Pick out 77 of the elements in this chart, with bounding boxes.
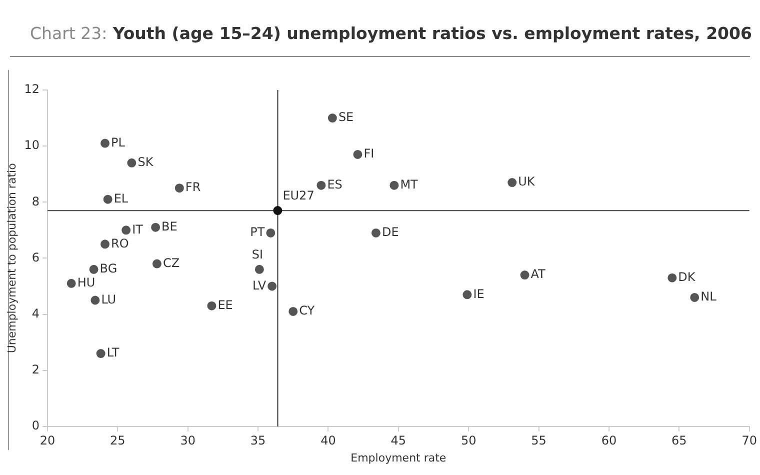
point: [273, 206, 282, 216]
data-label: ES: [327, 177, 342, 192]
point: [668, 273, 677, 282]
point: [174, 184, 184, 193]
point: [690, 292, 700, 302]
point: [89, 264, 98, 274]
point: [268, 282, 277, 291]
y-tick-label: 8: [32, 194, 40, 208]
data-label: IE: [473, 286, 484, 301]
point: [328, 114, 337, 123]
point: [288, 306, 298, 316]
y-tick-label: 0: [32, 418, 40, 433]
y-tick-label: 4: [32, 306, 40, 320]
x-tick-label: 35: [250, 434, 266, 448]
x-axis-title: Employment rate: [350, 451, 446, 464]
point: [462, 290, 472, 300]
point: [100, 240, 110, 249]
data-label: HU: [77, 276, 96, 290]
x-tick-label: 40: [320, 434, 336, 448]
point: [353, 150, 362, 159]
data-label: PL: [111, 135, 126, 150]
point: [66, 278, 76, 288]
data-label: PT: [250, 225, 266, 240]
data-label: AT: [530, 267, 546, 282]
data-label: IT: [132, 222, 144, 236]
point: [266, 228, 276, 238]
data-label: DK: [678, 270, 696, 284]
data-label: LV: [252, 278, 267, 292]
point: [371, 228, 380, 238]
data-label: EU27: [282, 188, 314, 203]
y-axis-title: Unemployment to population ratio: [5, 162, 18, 354]
y-tick-label: 2: [32, 362, 40, 376]
point: [207, 301, 216, 310]
x-tick-label: 30: [180, 434, 196, 448]
point: [520, 270, 530, 280]
data-label: EE: [218, 298, 233, 312]
point: [152, 259, 162, 268]
x-tick-label: 20: [40, 434, 56, 448]
data-label: LT: [106, 346, 120, 360]
data-label: RO: [111, 236, 129, 250]
x-tick-label: 45: [390, 434, 406, 448]
point: [390, 180, 399, 190]
point: [254, 264, 264, 274]
chart-title: Chart 23: Youth (age 15–24) unemployment ratios vs. employment rates, 2006: [30, 24, 752, 43]
data-label: BE: [162, 219, 178, 234]
data-label: LU: [101, 292, 116, 306]
point: [316, 180, 326, 190]
point: [508, 178, 517, 188]
y-tick-label: 10: [24, 138, 40, 152]
x-tick-label: 60: [601, 434, 617, 448]
x-tick-label: 70: [742, 434, 758, 448]
y-tick-label: 6: [32, 250, 40, 264]
point: [127, 158, 136, 168]
data-label: EL: [114, 191, 128, 206]
y-tick-label: 12: [24, 82, 40, 96]
data-label: CY: [299, 304, 316, 318]
point: [122, 226, 131, 235]
data-label: NL: [700, 290, 717, 304]
data-label: SE: [338, 110, 354, 124]
point: [151, 222, 160, 232]
data-label: DE: [382, 225, 399, 240]
data-label: FR: [185, 180, 201, 194]
data-label: BG: [100, 262, 118, 276]
point: [96, 349, 106, 358]
data-label: CZ: [162, 256, 180, 270]
data-label: UK: [518, 174, 536, 189]
x-tick-label: 25: [110, 434, 126, 448]
point: [90, 296, 100, 305]
point: [100, 138, 110, 148]
data-label: MT: [400, 177, 419, 192]
data-label: FI: [364, 146, 374, 161]
x-tick-label: 65: [672, 434, 687, 448]
data-label: SI: [252, 248, 264, 262]
data-label: SK: [138, 155, 154, 170]
point: [103, 194, 112, 204]
x-tick-label: 55: [531, 434, 546, 448]
x-tick-label: 50: [460, 434, 476, 448]
